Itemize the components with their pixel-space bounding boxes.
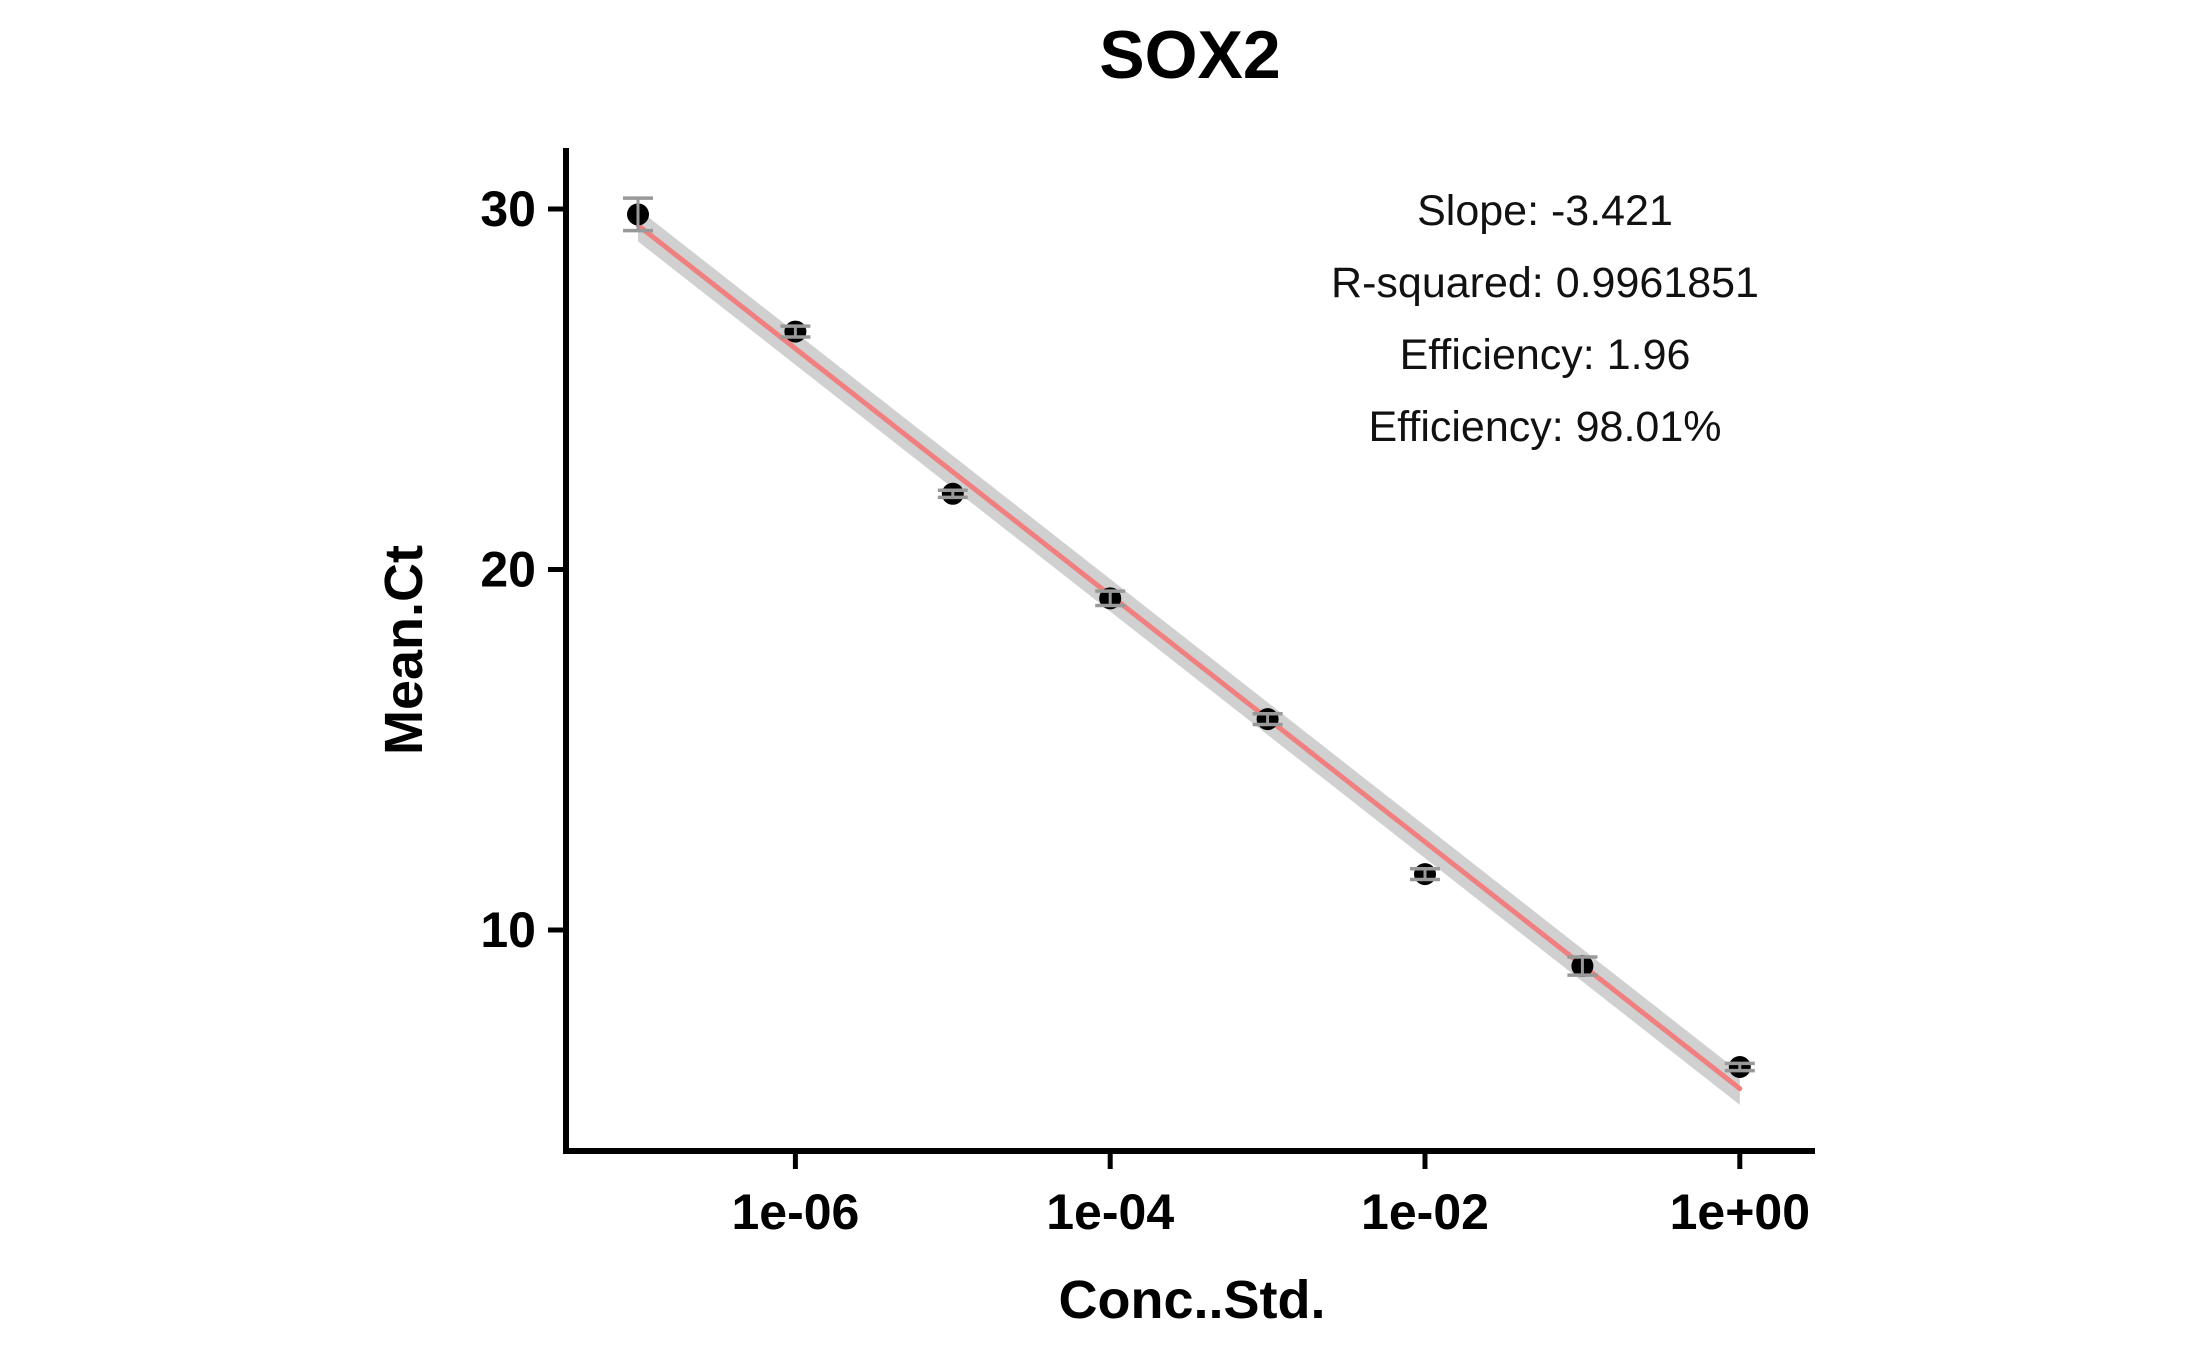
fit-annotation: R-squared: 0.9961851	[1331, 259, 1759, 307]
axes: 1e-06 1e-04 1e-02 1e+00 10 20 30	[480, 148, 1815, 1240]
x-axis-title: Conc..Std.	[1059, 1270, 1326, 1330]
data-point-group	[623, 196, 653, 233]
x-tick-label: 1e-04	[1046, 1184, 1174, 1240]
data-point-group	[937, 482, 968, 505]
fit-layer	[635, 209, 1743, 1105]
fit-line	[635, 222, 1743, 1092]
fit-statistics: Slope: -3.421 R-squared: 0.9961851 Efficie…	[1331, 187, 1759, 451]
data-point-group	[1252, 708, 1283, 731]
data-point-group	[780, 320, 811, 343]
x-tick-label: 1e+00	[1670, 1184, 1810, 1240]
y-tick-label: 20	[480, 542, 536, 598]
y-axis-title: Mean.Ct	[374, 545, 434, 755]
data-point-group	[1095, 587, 1126, 610]
x-tick-label: 1e-02	[1361, 1184, 1489, 1240]
fit-annotation: Efficiency: 98.01%	[1369, 403, 1722, 451]
y-tick-label: 10	[480, 902, 536, 958]
y-tick-label: 30	[480, 181, 536, 237]
data-point-group	[1724, 1055, 1755, 1078]
chart-title: SOX2	[1099, 17, 1280, 93]
data-point-group	[1410, 863, 1440, 886]
x-tick-label: 1e-06	[731, 1184, 859, 1240]
data-point-group	[1567, 955, 1598, 978]
points-layer	[623, 196, 1755, 1078]
fit-annotation: Slope: -3.421	[1417, 187, 1673, 235]
fit-annotation: Efficiency: 1.96	[1400, 331, 1691, 379]
